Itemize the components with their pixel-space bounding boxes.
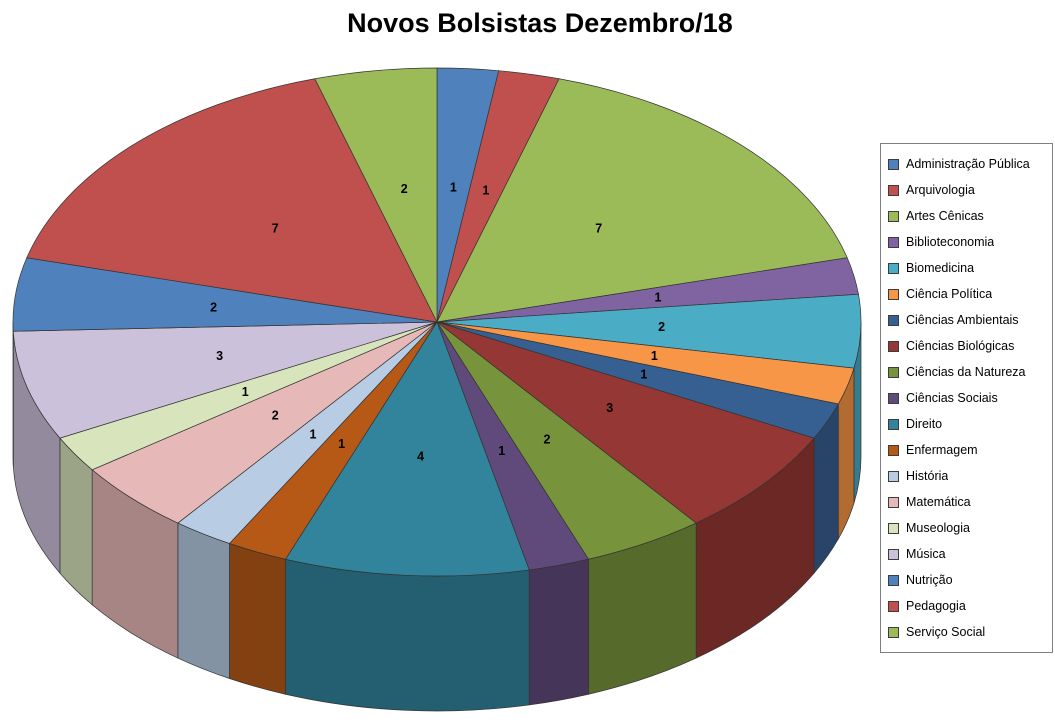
legend-item: Museologia [888,515,1050,541]
chart-title: Novos Bolsistas Dezembro/18 [347,8,733,38]
legend-swatch [888,444,899,456]
pie-slice [26,78,438,323]
legend-swatch [888,470,899,482]
legend-item: Administração Pública [888,151,1050,177]
legend-swatch [888,626,899,638]
legend-label: Ciências Biológicas [906,339,1015,353]
legend-label: Serviço Social [906,625,986,639]
slice-value-label: 2 [210,300,217,314]
slice-value-label: 1 [498,444,505,458]
legend-label: Arquivologia [906,183,975,197]
legend-swatch [888,548,899,560]
legend-swatch [888,236,899,248]
legend-label: Ciência Política [906,287,993,301]
legend-label: Biomedicina [906,261,975,275]
slice-value-label: 1 [338,437,345,451]
slice-value-label: 2 [544,432,551,446]
legend-item: Ciências Sociais [888,385,1050,411]
slice-value-label: 3 [216,349,223,363]
legend-label: Ciências da Natureza [906,365,1026,379]
legend-item: Artes Cênicas [888,203,1050,229]
pie-slice-side [285,558,530,712]
legend-label: Ciências Ambientais [906,313,1019,327]
legend-item: Serviço Social [888,619,1050,645]
legend-item: Pedagogia [888,593,1050,619]
slice-value-label: 1 [242,385,249,399]
legend-label: Enfermagem [906,443,978,457]
pie-slices [12,67,862,577]
legend-swatch [888,288,899,300]
legend-swatch [888,418,899,430]
legend-item: Ciências Ambientais [888,307,1050,333]
legend-item: Nutrição [888,567,1050,593]
legend-item: Música [888,541,1050,567]
pie-slice [436,78,848,323]
legend-item: Arquivologia [888,177,1050,203]
pie-slice [284,321,530,577]
slice-value-label: 2 [401,182,408,196]
legend-swatch [888,522,899,534]
legend-label: Museologia [906,521,970,535]
slice-value-label: 1 [640,368,647,382]
legend-label: Música [906,547,946,561]
slice-value-label: 1 [482,184,489,198]
slice-value-label: 7 [595,222,602,236]
slice-value-label: 3 [606,401,613,415]
slice-value-label: 4 [417,449,424,463]
legend-label: Pedagogia [906,599,966,613]
legend-item: Ciência Política [888,281,1050,307]
pie-slice-side [177,522,230,679]
legend-item: Ciências Biológicas [888,333,1050,359]
legend-item: Matemática [888,489,1050,515]
slice-value-label: 1 [655,291,662,305]
legend-label: Ciências Sociais [906,391,998,405]
legend-swatch [888,600,899,612]
legend-swatch [888,392,899,404]
legend-label: Matemática [906,495,971,509]
legend-item: Enfermagem [888,437,1050,463]
legend-item: Ciências da Natureza [888,359,1050,385]
legend-swatch [888,262,899,274]
legend-label: Biblioteconomia [906,235,995,249]
slice-value-label: 1 [651,349,658,363]
legend-swatch [888,340,899,352]
legend-swatch [888,574,899,586]
slice-value-label: 1 [310,427,317,441]
pie-slice [436,321,815,524]
slice-value-label: 7 [272,222,279,236]
pie-slice-side [528,558,589,706]
legend-label: Artes Cênicas [906,209,984,223]
legend-swatch [888,366,899,378]
legend-label: História [906,469,949,483]
legend: Administração Pública Arquivologia Artes C… [880,143,1053,653]
legend-item: Biomedicina [888,255,1050,281]
pie-slice [12,321,438,439]
slice-value-label: 2 [272,408,279,422]
legend-swatch [888,496,899,508]
legend-item: História [888,463,1050,489]
legend-label: Nutrição [906,573,953,587]
pie-slice [314,67,438,323]
legend-label: Administração Pública [906,157,1030,171]
pie-slice-side [229,543,286,695]
legend-item: Biblioteconomia [888,229,1050,255]
slice-value-label: 2 [658,320,665,334]
legend-swatch [888,158,899,170]
slice-value-label: 1 [450,181,457,195]
legend-item: Direito [888,411,1050,437]
legend-label: Direito [906,417,943,431]
legend-swatch [888,184,899,196]
legend-swatch [888,210,899,222]
legend-swatch [888,314,899,326]
